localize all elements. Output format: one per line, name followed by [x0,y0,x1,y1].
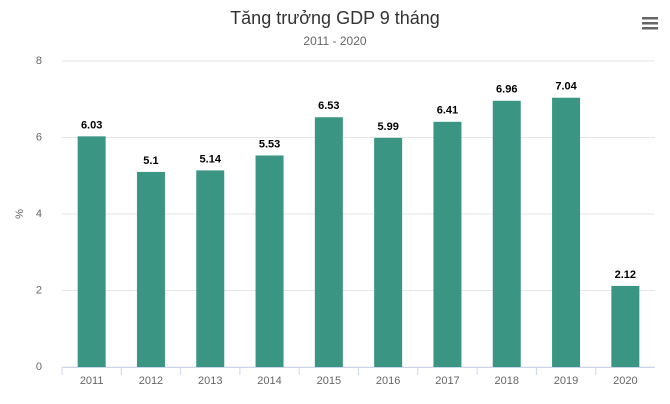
x-tick-label: 2019 [554,375,578,387]
x-tick-label: 2017 [435,375,459,387]
data-label: 6.03 [81,119,102,131]
data-label: 6.41 [437,105,458,117]
bar [255,155,284,367]
x-tick-label: 2016 [376,375,400,387]
bar [314,117,343,367]
x-tick-label: 2011 [80,375,104,387]
bar [492,100,521,367]
x-tick-label: 2012 [139,375,163,387]
data-label: 7.04 [555,81,577,93]
data-label: 5.14 [200,153,222,165]
data-label: 6.53 [318,100,339,112]
bar [196,170,225,367]
y-tick-label: 4 [36,208,42,220]
bar [77,136,106,367]
y-tick-label: 6 [36,131,42,143]
menu-icon-bar [642,27,658,30]
x-tick-label: 2013 [198,375,222,387]
y-axis-label: % [14,209,26,219]
x-tick-label: 2020 [613,375,637,387]
bar [374,137,403,367]
data-label: 6.96 [496,84,517,96]
chart-title: Tăng trưởng GDP 9 tháng [230,8,440,28]
bar [552,97,581,367]
bar [433,121,462,367]
data-label: 5.1 [143,155,158,167]
data-label: 2.12 [615,269,636,281]
x-tick-label: 2014 [257,375,281,387]
menu-icon-bar [642,17,658,20]
y-tick-label: 2 [36,284,42,296]
bar [611,285,640,367]
menu-button[interactable] [640,14,660,32]
bar [136,171,165,367]
y-tick-label: 0 [36,361,42,373]
y-tick-label: 8 [36,55,42,67]
x-tick-label: 2015 [317,375,341,387]
chart-subtitle: 2011 - 2020 [303,34,366,48]
data-label: 5.53 [259,138,280,150]
x-tick-label: 2018 [495,375,519,387]
data-label: 5.99 [377,121,398,133]
menu-icon-bar [642,22,658,25]
